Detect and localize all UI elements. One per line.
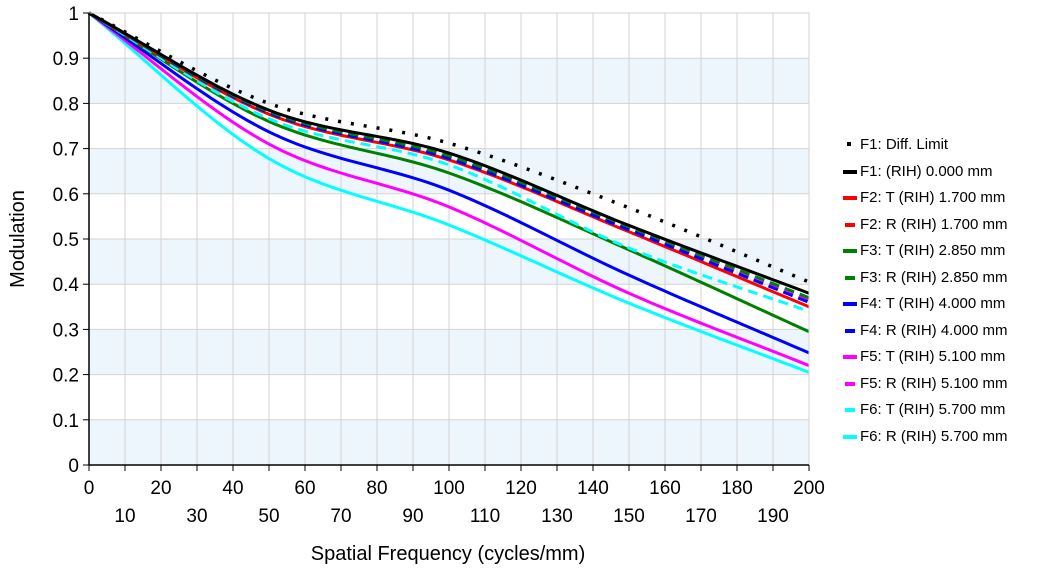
y-tick-labels: 0 0.1 0.2 0.3 0.4 0.5 0.6 0.7 0.8 0.9 1 — [53, 4, 80, 477]
x-tick-label: 10 — [114, 506, 135, 527]
y-tick-label: 0.8 — [53, 94, 79, 115]
x-tick-label: 150 — [613, 506, 645, 527]
legend-swatch — [843, 355, 857, 359]
legend-label: F4: T (RIH) 4.000 mm — [860, 295, 1006, 312]
y-tick-label: 0.6 — [53, 185, 79, 206]
series-line-f4-t-rih-4-000-mm — [88, 11, 810, 355]
legend-swatch — [843, 196, 857, 200]
x-tick-label: 70 — [330, 506, 351, 527]
x-tick-label: 160 — [649, 478, 681, 499]
legend-swatch — [845, 328, 855, 333]
x-tick-label: 130 — [541, 506, 573, 527]
x-tick-label: 90 — [402, 506, 423, 527]
y-tick-label: 0.1 — [53, 411, 79, 432]
legend-swatch — [843, 434, 857, 439]
y-tick-label: 0 — [68, 456, 79, 477]
x-axis-title: Spatial Frequency (cycles/mm) — [311, 543, 586, 565]
series-line-f3-r-rih-2-850-mm — [88, 11, 810, 300]
y-tick-label: 0.4 — [53, 275, 80, 296]
x-tick-label: 0 — [84, 478, 95, 499]
legend-label: F6: R (RIH) 5.700 mm — [860, 427, 1008, 445]
legend-label: F3: T (RIH) 2.850 mm — [860, 242, 1006, 259]
legend-label: F6: T (RIH) 5.700 mm — [860, 401, 1006, 418]
series-line-f1-rih-0-000-mm — [88, 11, 810, 295]
x-tick-label: 40 — [222, 478, 243, 499]
legend-label: F1: (RIH) 0.000 mm — [860, 162, 993, 180]
legend-label: F4: R (RIH) 4.000 mm — [860, 321, 1008, 339]
axes — [83, 12, 810, 471]
legend-label: F2: R (RIH) 1.700 mm — [860, 215, 1008, 233]
legend-label: F2: T (RIH) 1.700 mm — [860, 189, 1006, 206]
x-tick-label: 200 — [793, 478, 825, 499]
legend-swatch — [843, 302, 857, 306]
y-tick-label: 0.5 — [53, 230, 79, 251]
legend-swatch — [843, 169, 857, 174]
x-tick-label: 50 — [258, 506, 279, 527]
x-tick-label: 20 — [150, 478, 171, 499]
legend-swatch — [845, 222, 855, 227]
y-tick-label: 0.9 — [53, 49, 79, 70]
legend-swatch — [843, 249, 857, 253]
x-tick-label: 60 — [294, 478, 315, 499]
x-tick-label: 140 — [577, 478, 609, 499]
curves — [88, 11, 810, 374]
x-tick-label: 80 — [366, 478, 387, 499]
y-axis-title: Modulation — [7, 190, 29, 288]
x-tick-labels: 0 20 40 60 80 100 120 140 160 180 200 10 30 50 70 90 110… — [84, 478, 825, 527]
x-tick-label: 30 — [186, 506, 207, 527]
legend-swatch — [845, 381, 855, 386]
legend-swatch — [845, 408, 855, 412]
series-line-f6-r-rih-5-700-mm — [88, 11, 810, 374]
legend-swatch — [847, 142, 851, 146]
series-line-f6-t-rih-5-700-mm — [88, 11, 810, 313]
series-line-f3-t-rih-2-850-mm — [88, 11, 810, 334]
legend-label: F3: R (RIH) 2.850 mm — [860, 268, 1008, 286]
legend-label: F5: T (RIH) 5.100 mm — [860, 348, 1006, 365]
y-tick-label: 0.2 — [53, 366, 79, 387]
x-tick-label: 180 — [721, 478, 753, 499]
y-tick-label: 0.7 — [53, 140, 79, 161]
x-tick-label: 100 — [433, 478, 465, 499]
y-tick-label: 1 — [68, 4, 79, 25]
x-tick-label: 190 — [757, 506, 789, 527]
legend-swatch — [845, 275, 855, 280]
x-tick-label: 120 — [505, 478, 537, 499]
series-line-f5-t-rih-5-100-mm — [88, 11, 810, 367]
series-line-f4-r-rih-4-000-mm — [88, 11, 810, 304]
legend-label: F5: R (RIH) 5.100 mm — [860, 374, 1008, 392]
y-tick-label: 0.3 — [53, 320, 79, 341]
x-tick-label: 110 — [470, 506, 500, 527]
legend-label: F1: Diff. Limit — [860, 136, 949, 153]
x-tick-label: 170 — [685, 506, 717, 527]
